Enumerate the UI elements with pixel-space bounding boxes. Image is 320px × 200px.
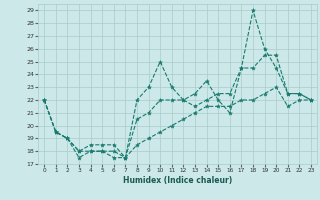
X-axis label: Humidex (Indice chaleur): Humidex (Indice chaleur) bbox=[123, 176, 232, 185]
